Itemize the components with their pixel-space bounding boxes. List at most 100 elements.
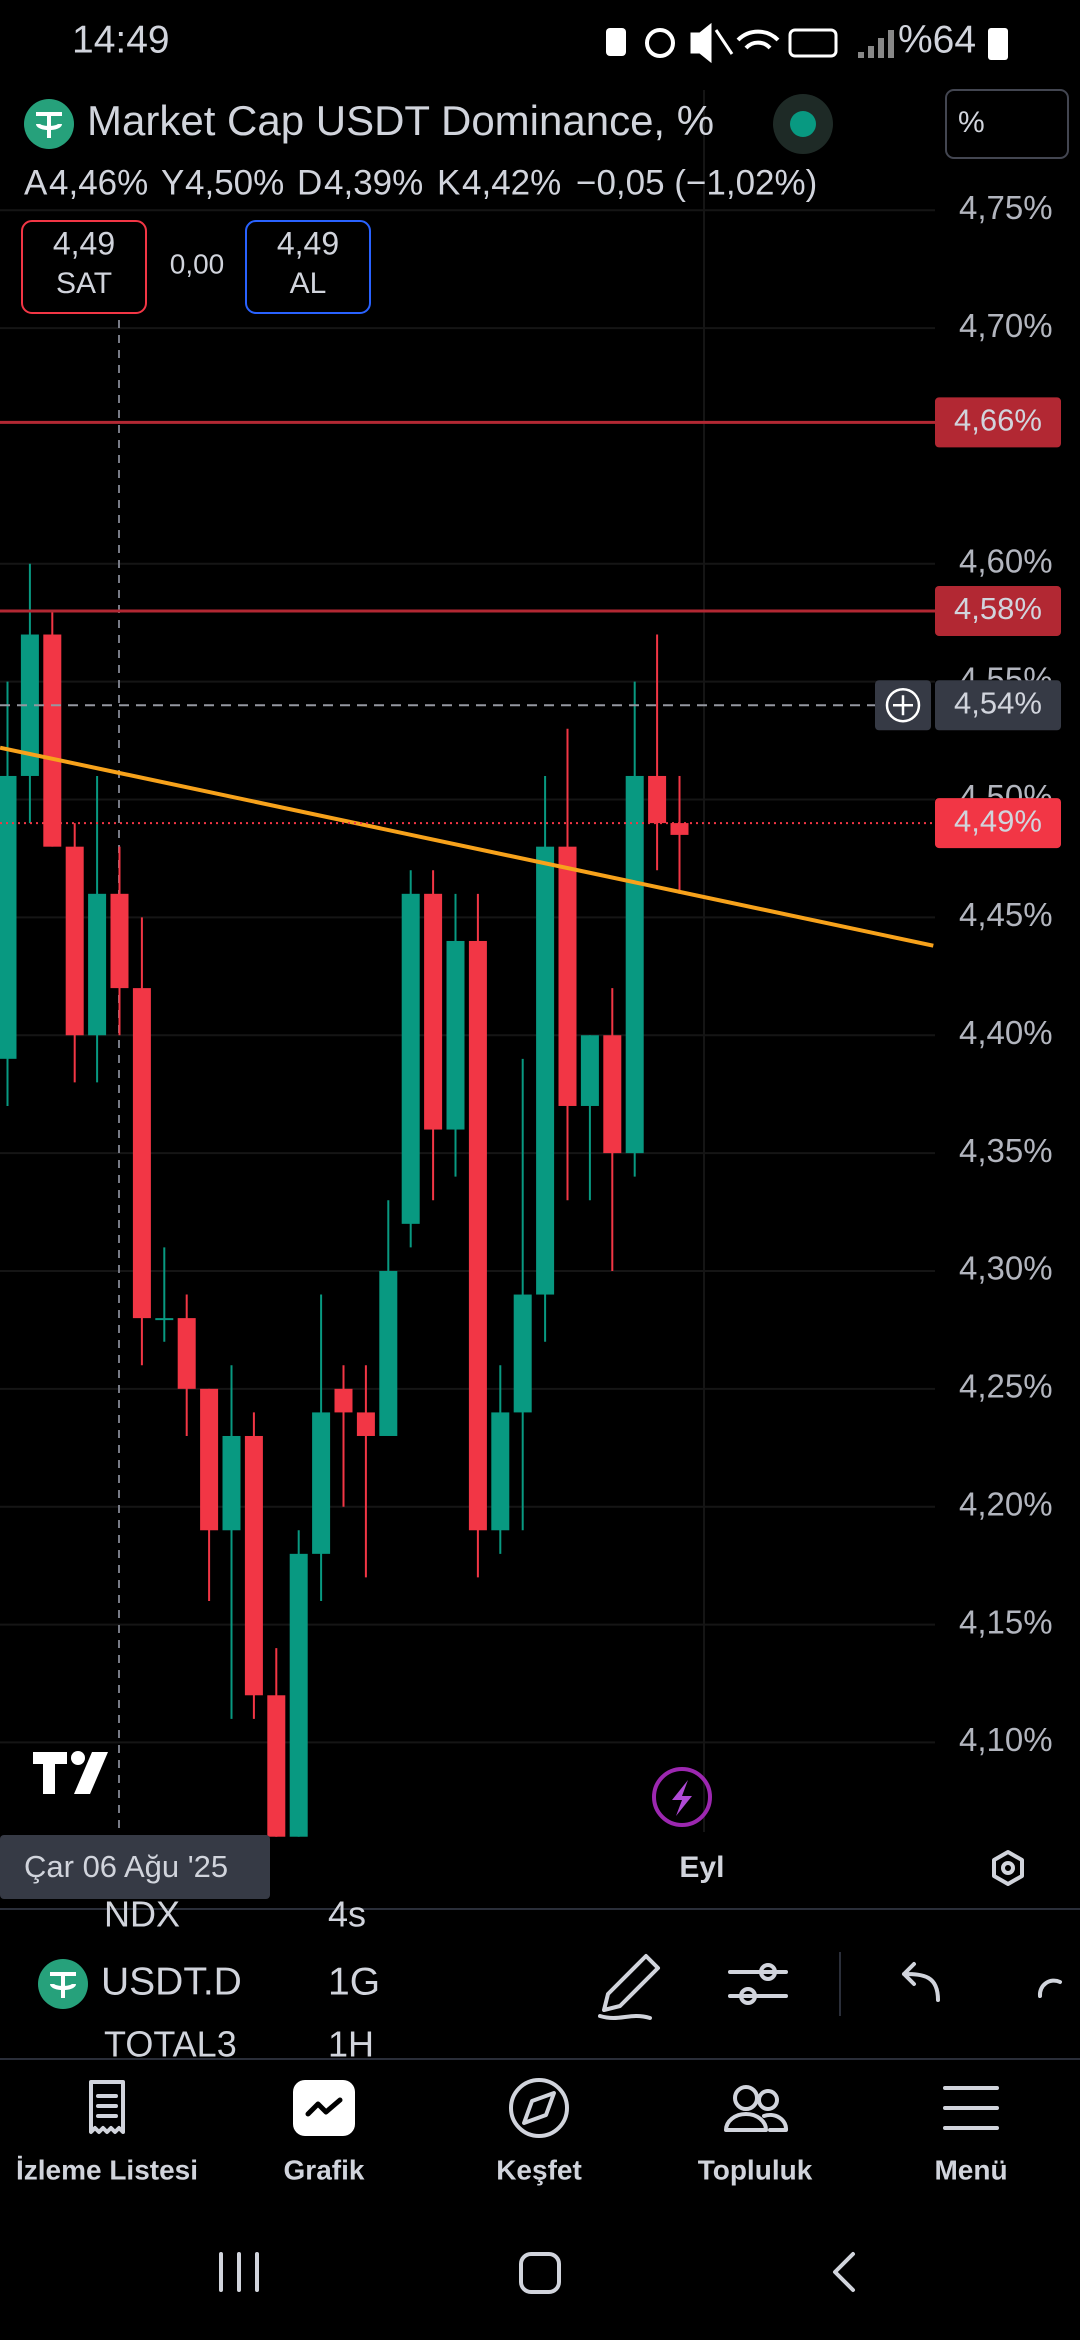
candle-body	[356, 1412, 375, 1436]
system-home[interactable]	[519, 2252, 561, 2294]
candle-body	[424, 893, 443, 1130]
candle-body	[65, 846, 84, 1036]
chart-title[interactable]: Market Cap USDT Dominance, %	[87, 97, 714, 144]
ohlc-key: Y	[161, 163, 184, 202]
nav-icon-glyph	[305, 2097, 343, 2117]
picker-faded: TOTAL3	[104, 2024, 237, 2065]
ohlc-value: 4,46%	[49, 163, 148, 202]
status-icon	[606, 28, 626, 56]
y-tick-label: 4,70%	[959, 307, 1053, 344]
candle-body	[603, 1035, 622, 1154]
price-label: 4,49%	[954, 803, 1042, 838]
sell-label[interactable]: SAT	[56, 267, 112, 300]
nav-label[interactable]: Menü	[934, 2154, 1007, 2185]
crosshair-date: Çar 06 Ağu '25	[24, 1849, 228, 1884]
candle-body	[267, 1695, 286, 1837]
indicators-glyph	[759, 1963, 777, 1981]
draw-button[interactable]	[598, 1954, 660, 2020]
candle-body	[132, 988, 151, 1319]
lightning-button[interactable]	[652, 1767, 712, 1827]
system-back[interactable]	[833, 2252, 855, 2292]
y-tick-label: 4,35%	[959, 1132, 1053, 1169]
ohlc-row: A 4,46% Y 4,50% D 4,39% K 4,42% −0,05 (−…	[24, 163, 817, 202]
status-time: 14:49	[72, 18, 170, 61]
candle-body	[88, 893, 107, 1036]
buy-label[interactable]: AL	[290, 267, 327, 300]
candle-body	[244, 1435, 263, 1696]
sell-price[interactable]: 4,49	[53, 225, 115, 261]
ohlc-key: K	[437, 163, 460, 202]
candle-body	[558, 846, 577, 1106]
price-label: 4,54%	[954, 685, 1042, 720]
ohlc-value: 4,50%	[185, 163, 284, 202]
candle-body	[200, 1388, 219, 1531]
tv-logo-part	[33, 1752, 67, 1794]
price-label-box	[935, 798, 1061, 849]
price-label: 4,58%	[954, 591, 1042, 626]
nav-icon	[509, 2078, 569, 2138]
settings-button[interactable]	[992, 1850, 1024, 1886]
candle-body	[401, 893, 420, 1224]
candle-body	[155, 1318, 174, 1321]
toolbar-interval[interactable]: 1G	[328, 1960, 380, 2003]
scale-button[interactable]	[945, 89, 1069, 159]
symbol-icon-glyph	[50, 1972, 76, 1998]
candle-body	[177, 1318, 196, 1389]
price-change: −0,05 (−1,02%)	[576, 163, 817, 202]
overlay: 4,75%4,70%4,60%4,55%4,50%4,45%4,40%4,35%…	[679, 189, 1061, 1884]
y-tick-label: 4,25%	[959, 1368, 1053, 1405]
toolbar-symbol[interactable]: USDT.D	[101, 1960, 242, 2003]
candle-body	[312, 1412, 331, 1554]
candle-body	[43, 634, 62, 847]
candle-body	[334, 1388, 353, 1413]
y-tick-label: 4,60%	[959, 543, 1053, 580]
scale-button-label[interactable]: %	[958, 106, 985, 139]
nav-icon	[89, 2080, 125, 2134]
y-tick-label: 4,45%	[959, 896, 1053, 933]
crosshair-add	[885, 687, 921, 723]
ohlc-value: 4,39%	[324, 163, 423, 202]
nav-label[interactable]: İzleme Listesi	[16, 2154, 198, 2185]
tv-logo-part	[71, 1751, 85, 1765]
indicators-glyph	[739, 1987, 757, 2005]
status-icon	[645, 28, 675, 58]
candle-body	[536, 846, 555, 1295]
nav-label[interactable]: Keşfet	[496, 2154, 582, 2185]
price-label-box	[935, 397, 1061, 448]
undo-button[interactable]	[902, 1962, 940, 2002]
redo-button[interactable]	[1037, 1978, 1062, 1998]
candle-body	[625, 775, 644, 1154]
picker-faded: 1H	[328, 2024, 374, 2065]
nav-label[interactable]: Grafik	[284, 2154, 365, 2185]
ohlc-key: D	[297, 163, 322, 202]
crosshair-add-glyph	[893, 695, 913, 716]
buy-price[interactable]: 4,49	[277, 225, 339, 261]
sell-button[interactable]	[21, 220, 147, 314]
status-dot[interactable]	[790, 111, 816, 137]
status-icon	[788, 28, 838, 58]
crosshair-date-box	[0, 1835, 270, 1899]
candle-body	[379, 1270, 398, 1436]
ohlc-value: 4,42%	[462, 163, 561, 202]
system-recents[interactable]	[219, 2252, 259, 2292]
candle-body	[491, 1412, 510, 1531]
candle-body	[0, 775, 17, 1059]
buy-button[interactable]	[245, 220, 371, 314]
y-tick-label: 4,40%	[959, 1014, 1053, 1051]
tv-logo	[33, 1751, 108, 1794]
status-icons	[606, 22, 1008, 64]
candle-body	[468, 940, 487, 1531]
x-tick-label: Eyl	[679, 1851, 724, 1884]
y-tick-label: 4,75%	[959, 189, 1053, 226]
candle-body	[289, 1553, 308, 1837]
spread: 0,00	[170, 248, 225, 279]
battery-icon	[988, 28, 1008, 60]
y-tick-label: 4,10%	[959, 1721, 1053, 1758]
candle-body	[513, 1294, 532, 1413]
candle-body	[580, 1035, 599, 1106]
nav-label[interactable]: Topluluk	[698, 2154, 813, 2185]
price-label: 4,66%	[954, 403, 1042, 438]
status-icon	[690, 22, 734, 64]
